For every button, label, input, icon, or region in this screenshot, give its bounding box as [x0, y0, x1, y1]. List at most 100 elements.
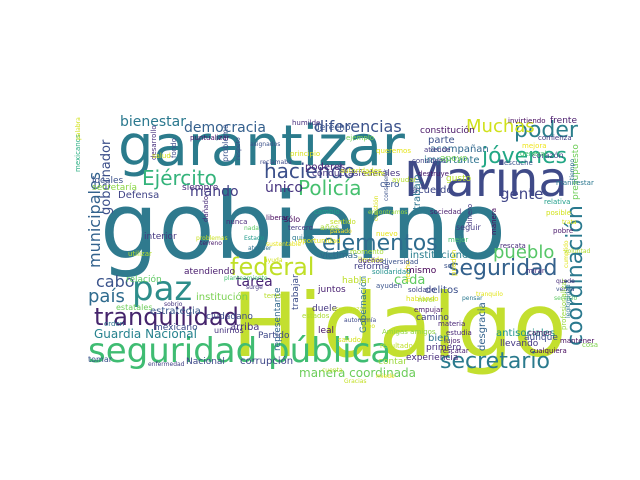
- word-arriba: arriba: [230, 322, 259, 333]
- word-salud: salud: [152, 152, 171, 160]
- word-rescata: rescata: [500, 242, 526, 250]
- word-destruye: destruye: [418, 170, 449, 178]
- word-atiende: atiende: [424, 146, 450, 154]
- word-nuevo: nuevo: [376, 230, 398, 238]
- word-legitimidad: legitimidad: [565, 284, 572, 318]
- word-ciudadano: ciudadano: [206, 312, 253, 322]
- word-pasado: pasado: [330, 228, 352, 235]
- word-rescatar: rescatar: [440, 347, 469, 355]
- word-materia: materia: [438, 320, 465, 328]
- word-primero: primero: [426, 343, 462, 353]
- word-nacional: Nacional: [186, 357, 225, 367]
- word-aunque: aunque: [524, 333, 558, 343]
- word-campo: campo: [528, 329, 552, 337]
- word-juntos: juntos: [317, 285, 346, 295]
- word-sol: sol: [444, 262, 454, 270]
- word-marina: Marina: [404, 152, 568, 208]
- word-estado: Estado: [244, 235, 265, 242]
- word-considero: considero: [412, 157, 446, 165]
- word-cuenta: cuenta: [322, 367, 343, 374]
- word-cualquiera: cualquiera: [530, 347, 567, 355]
- word-mexicanos: mexicanos: [74, 134, 82, 172]
- word-profesionalizar: profesionalizar: [560, 278, 568, 330]
- word-presupuesto: presupuesto: [571, 144, 581, 200]
- word-manera-coordinada: manera coordinada: [299, 366, 416, 380]
- word-gobierno: gobierno: [100, 173, 506, 280]
- word-desarrollo: desarrollo: [150, 125, 158, 160]
- word-hidalgo: Hidalgo: [232, 274, 567, 377]
- word-cumplido: cumplido: [563, 240, 570, 268]
- word-tarea: tarea: [236, 274, 273, 290]
- word-posible: posible: [546, 209, 571, 217]
- word-derecho: derecho: [314, 123, 351, 133]
- word-lujos: lujos: [444, 337, 461, 345]
- word-pobre: pobre: [553, 227, 573, 235]
- word-estudia: estudia: [446, 329, 472, 337]
- word-frente: frente: [550, 116, 577, 126]
- word-paz: paz: [132, 269, 192, 309]
- word-unico: único: [265, 180, 303, 196]
- word-pais: país: [88, 286, 125, 307]
- word-estados: estados: [302, 312, 330, 320]
- word-asignados: asignados: [250, 141, 280, 148]
- word-victimas: víctimas: [320, 251, 358, 261]
- word-relacion: relación: [126, 274, 162, 285]
- word-ejercito: Ejército: [142, 166, 217, 190]
- word-locales: locales: [92, 176, 124, 186]
- word-mejor: mejor: [448, 236, 468, 244]
- word-mando: mando: [190, 184, 239, 200]
- word-tercero: tercero: [288, 224, 313, 232]
- word-unirnos: unirnos: [214, 326, 244, 335]
- word-reforma: reforma: [354, 262, 390, 272]
- word-antisociales: antisociales: [496, 328, 555, 339]
- word-atender: atender: [248, 245, 272, 252]
- word-encontramos: encontramos: [368, 209, 407, 216]
- word-llevando: llevando: [500, 339, 539, 349]
- word-tranquilidad: tranquilidad: [94, 303, 239, 331]
- word-federal: federal: [230, 253, 314, 281]
- word-muchas: Muchas: [466, 116, 535, 137]
- word-acompanan: acompañan: [430, 144, 489, 155]
- word-pensar: pensar: [462, 295, 483, 302]
- word-anos: años: [320, 223, 339, 232]
- word-jovenes: jóvenes: [481, 144, 567, 169]
- word-nunca: nunca: [226, 218, 247, 226]
- word-delitos: delitos: [425, 285, 458, 296]
- word-cero: cero: [380, 180, 400, 190]
- word-escuche: escuche: [504, 159, 533, 167]
- word-cabo: cabo: [96, 272, 135, 291]
- word-autoridades: autoridades: [340, 167, 382, 175]
- word-nada: nada: [244, 225, 259, 232]
- word-conductasfederales: conductasfederales: [312, 169, 400, 179]
- word-oportunidad: oportunidad: [298, 237, 341, 245]
- word-saludos: saludos: [338, 336, 365, 344]
- word-diferencias: diferencias: [314, 117, 402, 136]
- word-seguridad-publica: seguridad pública: [88, 331, 391, 371]
- word-gobernacion: Gobernación: [358, 276, 369, 333]
- word-democracia: democracia: [184, 120, 266, 136]
- word-gobernador: gobernador: [99, 139, 114, 215]
- word-fondo: fondo: [170, 138, 178, 158]
- word-tener: tener: [264, 292, 283, 300]
- word-contar: contar: [378, 357, 407, 367]
- word-manifestar: manifestar: [556, 179, 594, 187]
- word-apoyo: apoyo: [440, 154, 468, 164]
- word-voluntad: voluntad: [564, 248, 591, 255]
- word-queremos: queremos: [376, 147, 411, 155]
- word-solidaridad: solidaridad: [372, 268, 411, 276]
- word-principio: principio: [290, 150, 320, 158]
- word-liberar: liberar: [266, 214, 289, 222]
- word-desgracia: desgracia: [477, 302, 488, 351]
- word-dinero: dinero: [466, 204, 474, 226]
- word-hecho: hecho: [404, 261, 412, 282]
- word-gusto: gusto: [446, 174, 472, 184]
- word-pueden: pueden: [450, 250, 458, 276]
- word-sociedad: sociedad: [430, 208, 461, 216]
- word-trabajar: trabajar: [291, 274, 301, 310]
- word-empujar: empujar: [414, 306, 443, 314]
- word-garantizar: garantizar: [118, 114, 406, 179]
- word-soldado: soldado: [408, 286, 435, 294]
- word-ayudar: ayudar: [392, 176, 417, 184]
- word-existe: existe: [364, 170, 385, 178]
- word-enfermedad: enfermedad: [148, 361, 185, 368]
